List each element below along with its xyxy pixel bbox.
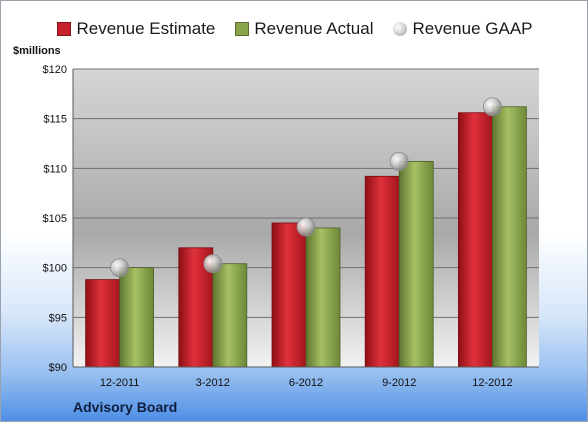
legend-label-gaap: Revenue GAAP	[412, 19, 533, 38]
legend-label-actual: Revenue Actual	[254, 19, 374, 38]
x-tick-label: 6-2012	[289, 377, 323, 389]
legend-swatch-actual	[235, 22, 250, 36]
legend-item-gaap: Revenue GAAP	[393, 19, 533, 39]
x-tick-label: 9-2012	[382, 377, 416, 389]
x-tick-label: 12-2012	[472, 377, 512, 389]
marker-revenue-gaap	[389, 151, 409, 171]
marker-revenue-gaap	[482, 97, 502, 117]
bar-revenue-estimate	[457, 112, 493, 368]
legend: Revenue Estimate Revenue Actual Revenue …	[1, 16, 588, 42]
y-tick-label: $95	[49, 312, 67, 324]
bar-revenue-estimate	[364, 175, 400, 368]
legend-item-estimate: Revenue Estimate	[57, 19, 215, 39]
footer-label: Advisory Board	[73, 399, 178, 415]
legend-swatch-gaap	[393, 22, 408, 36]
bar-revenue-actual	[119, 267, 154, 368]
marker-revenue-gaap	[296, 217, 316, 237]
bar-revenue-actual	[398, 160, 434, 368]
legend-item-actual: Revenue Actual	[235, 19, 373, 39]
bar-revenue-actual	[305, 227, 341, 368]
bar-revenue-estimate	[271, 222, 307, 368]
bar-revenue-estimate	[85, 279, 120, 368]
x-tick-label: 3-2012	[196, 377, 230, 389]
bar-revenue-actual	[491, 106, 527, 368]
y-tick-label: $110	[43, 163, 67, 175]
y-tick-label: $115	[43, 114, 67, 126]
legend-swatch-estimate	[57, 22, 72, 36]
y-axis-units-label: $millions	[13, 45, 61, 57]
legend-label-estimate: Revenue Estimate	[76, 19, 216, 38]
bar-revenue-actual	[212, 263, 248, 368]
y-tick-label: $100	[43, 263, 67, 275]
marker-revenue-gaap	[110, 258, 129, 278]
y-tick-label: $90	[49, 362, 67, 374]
marker-revenue-gaap	[203, 254, 223, 274]
y-tick-label: $105	[43, 213, 67, 225]
x-tick-label: 12-2011	[100, 377, 140, 389]
y-tick-label: $120	[43, 64, 67, 76]
